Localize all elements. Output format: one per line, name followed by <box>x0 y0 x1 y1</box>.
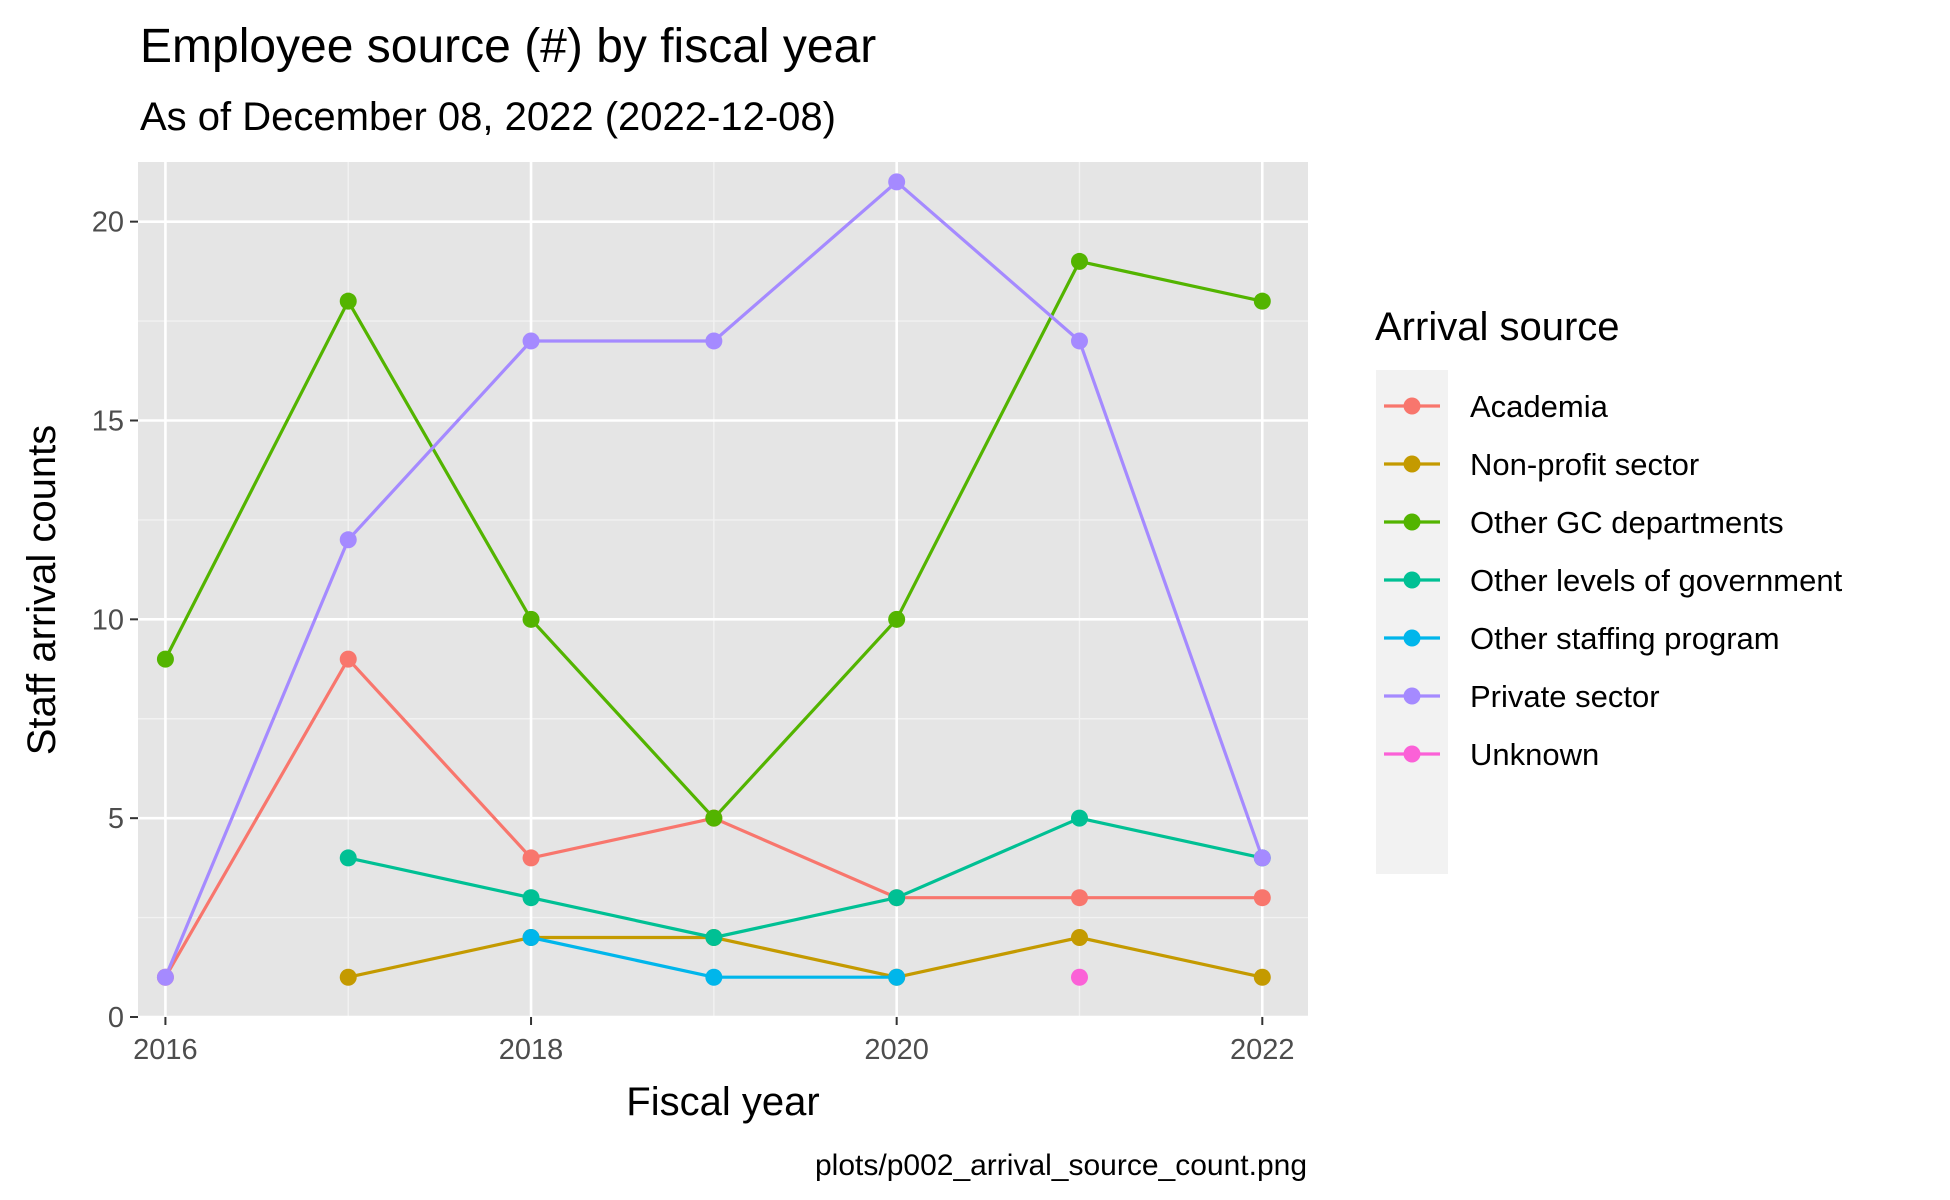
legend-key-point-non-profit-sector <box>1403 455 1421 473</box>
data-point-non-profit-sector <box>339 968 357 986</box>
x-axis: 2016 2018 2020 2022 <box>133 1017 1295 1066</box>
x-tick-label: 2018 <box>499 1034 564 1066</box>
data-point-other-gc-departments <box>888 610 906 628</box>
data-point-academia <box>339 650 357 668</box>
legend-key-point-other-staffing-program <box>1403 629 1421 647</box>
legend-label-private-sector: Private sector <box>1470 679 1660 714</box>
data-point-private-sector <box>522 332 540 350</box>
data-point-private-sector <box>705 332 723 350</box>
data-point-private-sector <box>888 173 906 191</box>
legend-label-other-levels-of-government: Other levels of government <box>1470 563 1843 598</box>
data-point-other-staffing-program <box>888 968 906 986</box>
y-tick-label: 15 <box>92 405 124 437</box>
chart-subtitle: As of December 08, 2022 (2022-12-08) <box>140 95 836 139</box>
plot-panel <box>138 162 1308 1017</box>
data-point-other-staffing-program <box>705 968 723 986</box>
y-axis-title: Staff arrival counts <box>20 425 64 756</box>
data-point-private-sector <box>156 968 174 986</box>
y-axis: 0 5 10 15 20 <box>92 207 138 1034</box>
data-point-academia <box>1070 889 1088 907</box>
data-point-other-levels-of-government <box>888 889 906 907</box>
chart-caption: plots/p002_arrival_source_count.png <box>815 1149 1307 1182</box>
data-point-other-levels-of-government <box>522 889 540 907</box>
data-point-other-gc-departments <box>705 809 723 827</box>
grid-minor <box>138 162 1308 1017</box>
data-point-other-staffing-program <box>522 928 540 946</box>
data-point-other-levels-of-government <box>705 928 723 946</box>
data-point-non-profit-sector <box>1253 968 1271 986</box>
legend-label-non-profit-sector: Non-profit sector <box>1470 447 1699 482</box>
data-point-other-levels-of-government <box>1070 809 1088 827</box>
y-tick-label: 10 <box>92 604 124 636</box>
legend-key-point-other-levels-of-government <box>1403 571 1421 589</box>
chart-title: Employee source (#) by fiscal year <box>140 20 876 73</box>
grid-major <box>138 162 1308 1019</box>
data-point-other-gc-departments <box>522 610 540 628</box>
x-tick-label: 2022 <box>1230 1034 1295 1066</box>
x-tick-label: 2020 <box>864 1034 929 1066</box>
data-point-academia <box>522 849 540 867</box>
y-tick-label: 5 <box>108 803 124 835</box>
legend-key-point-academia <box>1403 397 1421 415</box>
legend: Academia Non-profit sector Other GC depart… <box>1384 389 1843 772</box>
legend-label-unknown: Unknown <box>1470 737 1599 772</box>
series-line-other-levels-of-government <box>347 816 1263 940</box>
legend-title: Arrival source <box>1375 305 1620 349</box>
data-point-private-sector <box>1070 332 1088 350</box>
legend-key-background <box>1376 370 1448 874</box>
data-point-other-gc-departments <box>156 650 174 668</box>
legend-key-point-other-gc-departments <box>1403 513 1421 531</box>
data-point-other-levels-of-government <box>339 849 357 867</box>
y-tick-label: 20 <box>92 207 124 239</box>
data-point-other-gc-departments <box>1253 292 1271 310</box>
data-point-private-sector <box>1253 849 1271 867</box>
y-tick-label: 0 <box>108 1002 124 1034</box>
data-point-other-gc-departments <box>339 292 357 310</box>
data-point-unknown <box>1070 968 1088 986</box>
legend-label-other-staffing-program: Other staffing program <box>1470 621 1780 656</box>
legend-label-other-gc-departments: Other GC departments <box>1470 505 1784 540</box>
data-point-academia <box>1253 889 1271 907</box>
data-point-non-profit-sector <box>1070 928 1088 946</box>
series-line-non-profit-sector <box>347 935 1263 979</box>
series-points <box>156 173 1271 986</box>
x-tick-label: 2016 <box>133 1034 198 1066</box>
legend-key-point-unknown <box>1403 745 1421 763</box>
data-point-private-sector <box>339 531 357 549</box>
data-point-other-gc-departments <box>1070 252 1088 270</box>
legend-key-point-private-sector <box>1403 687 1421 705</box>
x-axis-title: Fiscal year <box>626 1080 819 1124</box>
legend-label-academia: Academia <box>1470 389 1609 424</box>
